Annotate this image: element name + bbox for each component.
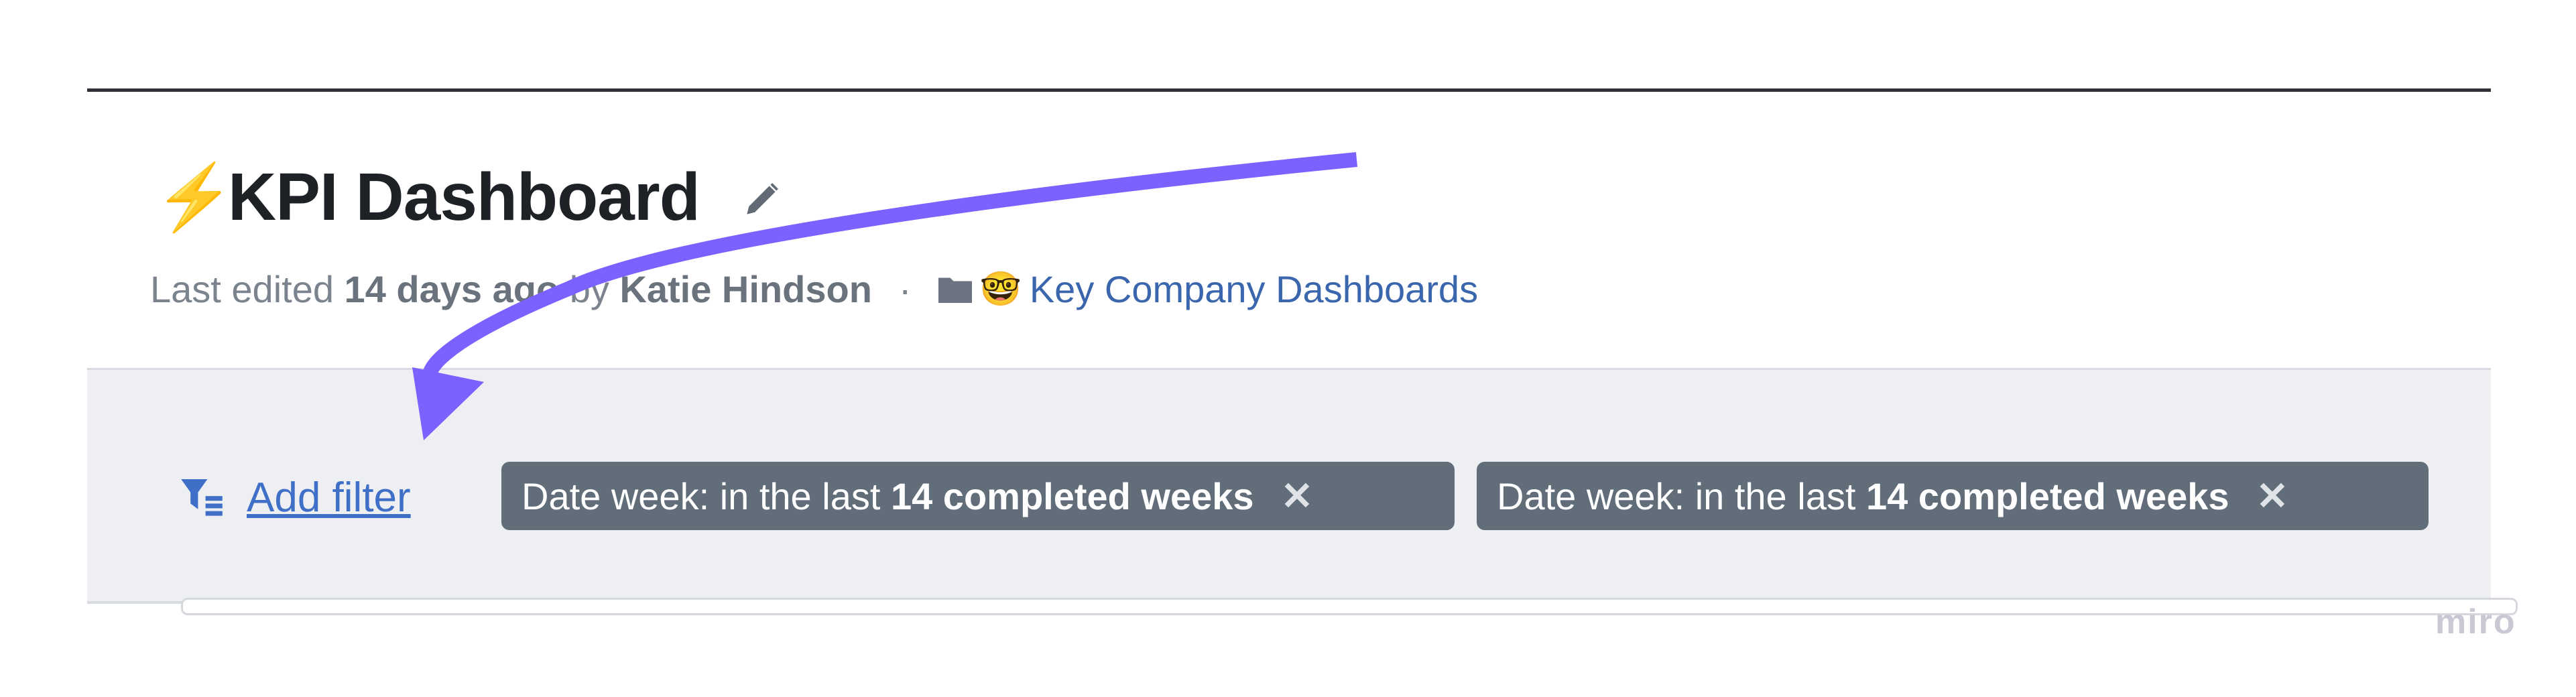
last-edited-label: Last edited — [150, 268, 334, 310]
page-title: KPI Dashboard — [228, 160, 700, 235]
filter-chip[interactable]: Date week: in the last 14 completed week… — [501, 462, 1455, 530]
separator: · — [898, 268, 912, 310]
chip-value: 14 completed weeks — [890, 474, 1254, 517]
dashboard-card — [181, 598, 2518, 615]
arrow-head — [412, 367, 484, 440]
folder-icon — [938, 277, 972, 303]
last-edited-info: Last edited 14 days ago by Katie Hindson… — [150, 267, 1478, 311]
collection-link[interactable]: Key Company Dashboards — [1029, 268, 1479, 310]
filter-bar: Add filter Date week: in the last 14 com… — [87, 368, 2518, 615]
top-divider — [87, 88, 2491, 92]
chip-value: 14 completed weeks — [1865, 474, 2229, 517]
filter-chip[interactable]: Date week: in the last 14 completed week… — [1477, 462, 2429, 530]
add-filter-label: Add filter — [247, 474, 411, 521]
miro-watermark: miro — [2435, 603, 2516, 641]
author-name[interactable]: Katie Hindson — [619, 268, 872, 310]
chip-prefix: Date week: in the last — [522, 474, 881, 517]
arrow-shaft — [422, 152, 1358, 399]
close-icon[interactable]: ✕ — [2256, 474, 2289, 518]
filter-icon — [181, 479, 223, 516]
nerd-face-icon: 🤓 — [979, 270, 1022, 308]
add-filter-button[interactable]: Add filter — [181, 474, 411, 521]
chip-prefix: Date week: in the last — [1497, 474, 1856, 517]
pencil-icon[interactable] — [740, 174, 787, 221]
close-icon[interactable]: ✕ — [1280, 474, 1314, 518]
